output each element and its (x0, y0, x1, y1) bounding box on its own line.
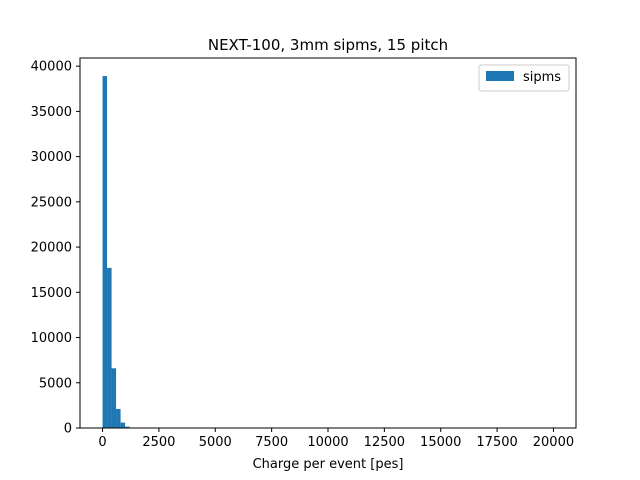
x-tick-label: 2500 (142, 435, 175, 450)
y-tick-label: 5000 (39, 376, 72, 391)
histogram-bar (125, 426, 130, 428)
x-tick-label: 17500 (476, 435, 517, 450)
histogram-bar (120, 422, 126, 428)
x-tick-label: 20000 (533, 435, 574, 450)
histogram-bar (116, 409, 121, 428)
x-tick-label: 7500 (255, 435, 288, 450)
histogram-bars (102, 76, 139, 429)
x-tick-label: 15000 (420, 435, 461, 450)
y-tick-label: 20000 (31, 241, 72, 256)
y-tick-label: 25000 (31, 195, 72, 210)
x-tick-label: 0 (98, 435, 106, 450)
y-tick-label: 10000 (31, 331, 72, 346)
legend-swatch-sipms (486, 71, 514, 81)
legend-label-sipms: sipms (523, 70, 561, 85)
x-tick-label: 5000 (199, 435, 232, 450)
x-axis-ticks: 0 2500 5000 7500 10000 12500 15000 17500 20000 (98, 428, 574, 450)
x-axis-label: Charge per event [pes] (253, 457, 404, 472)
histogram-bar (111, 368, 117, 428)
y-tick-label: 35000 (31, 105, 72, 120)
histogram-bar (102, 76, 108, 429)
legend: sipms (478, 64, 570, 92)
plot-frame (79, 57, 577, 429)
x-tick-label: 12500 (364, 435, 405, 450)
chart-title: NEXT-100, 3mm sipms, 15 pitch (208, 36, 448, 54)
y-axis-ticks: 0 5000 10000 15000 20000 25000 30000 35000 40000 (31, 60, 80, 437)
x-tick-label: 10000 (307, 435, 348, 450)
y-tick-label: 30000 (31, 150, 72, 165)
y-tick-label: 0 (64, 422, 72, 437)
y-tick-label: 15000 (31, 286, 72, 301)
histogram-bar (107, 267, 112, 428)
y-tick-label: 40000 (31, 60, 72, 75)
